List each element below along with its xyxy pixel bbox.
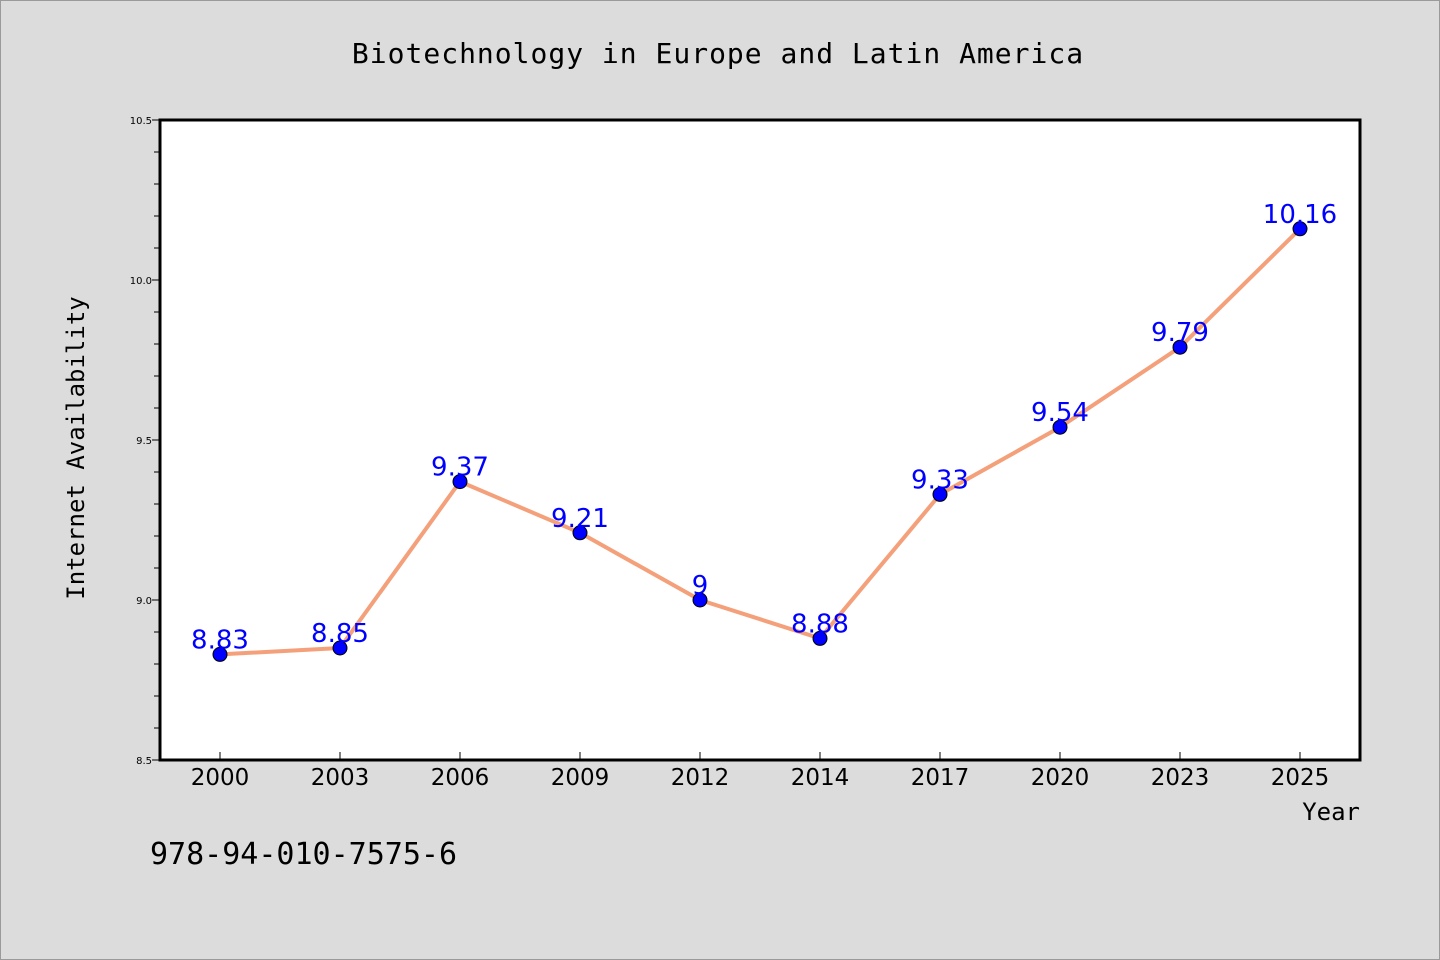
y-tick-label: 10.5 [130,116,152,127]
x-tick-label: 2023 [1151,765,1210,791]
x-tick-label: 2009 [551,765,610,791]
data-label: 9.79 [1151,318,1209,348]
y-axis: 8.5 9.0 9.5 10.0 10.5 [130,116,160,767]
y-tick-label: 8.5 [136,756,152,767]
x-tick-label: 2006 [431,765,490,791]
data-label: 8.88 [791,609,849,639]
x-tick-label: 2014 [791,765,850,791]
plot-area [158,118,1362,762]
data-label: 9 [692,571,709,601]
data-point [332,640,348,656]
data-label: 8.85 [311,619,369,649]
series-group: 8.83 8.85 9.37 9.21 9 8.88 9.33 9.54 9.79 10.16 [191,200,1337,662]
series-line [219,227,1302,657]
x-tick-label: 2012 [671,765,730,791]
data-point [1052,419,1068,435]
x-axis: 2000 2003 2006 2009 2012 2014 2017 2020 2023 2025 [191,752,1330,791]
data-point [812,630,828,646]
data-label: 9.33 [911,465,969,495]
data-label: 10.16 [1263,200,1337,230]
data-point [692,592,708,608]
chart-title: Biotechnology in Europe and Latin Americ… [352,37,1084,70]
x-axis-label: Year [1302,798,1360,826]
y-tick-label: 10.0 [130,276,152,287]
y-tick-label: 9.0 [136,596,152,607]
data-label: 9.21 [551,504,609,534]
data-label: 9.37 [431,453,489,483]
y-axis-label: Internet Availability [62,296,90,599]
x-tick-label: 2025 [1271,765,1330,791]
footer-isbn: 978-94-010-7575-6 [150,837,457,872]
x-tick-label: 2000 [191,765,250,791]
data-label: 9.54 [1031,398,1089,428]
data-point [452,474,468,490]
data-point [212,646,228,662]
data-point [572,525,588,541]
data-point [932,486,948,502]
data-label: 8.83 [191,625,249,655]
y-tick-label: 9.5 [136,436,152,447]
x-tick-label: 2017 [911,765,970,791]
data-point [1292,221,1308,237]
x-tick-label: 2020 [1031,765,1090,791]
data-point [1172,339,1188,355]
x-tick-label: 2003 [311,765,370,791]
